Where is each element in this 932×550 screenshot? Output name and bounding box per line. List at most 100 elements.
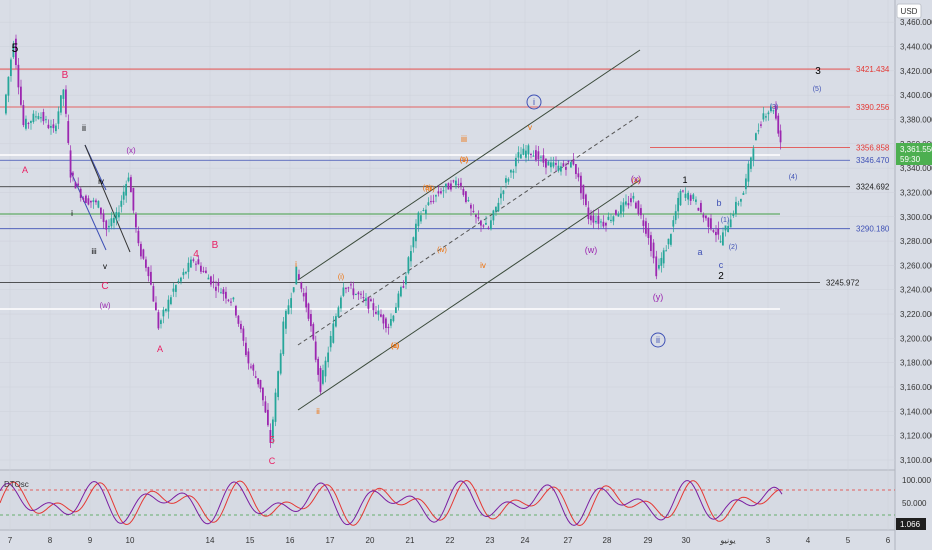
candle-body <box>650 235 652 252</box>
candle-body <box>27 123 30 125</box>
wave-label[interactable]: ii <box>82 123 86 133</box>
candle-body <box>575 164 577 175</box>
wave-label[interactable]: (iv) <box>437 247 447 254</box>
wave-label[interactable]: (3) <box>770 104 779 111</box>
wave-label[interactable]: ii <box>656 335 660 345</box>
candle-body <box>437 191 440 194</box>
channel-lower-line[interactable] <box>297 179 641 411</box>
wave-label[interactable]: (v) <box>460 157 468 164</box>
wedge-line-mid[interactable] <box>84 144 131 253</box>
time-tick-label: 29 <box>644 536 653 545</box>
wave-label[interactable]: C <box>269 456 276 466</box>
wave-label[interactable]: B <box>212 240 219 251</box>
wave-label[interactable]: (5) <box>460 157 469 164</box>
candle-body <box>74 182 77 189</box>
wave-label[interactable]: v <box>528 123 532 132</box>
time-tick-label: يونيو <box>719 536 735 545</box>
candle-body <box>580 175 582 194</box>
candle-body <box>555 163 557 165</box>
candle-body <box>22 105 25 126</box>
currency-badge[interactable] <box>896 3 922 19</box>
candle-body <box>395 307 397 314</box>
channel-upper-line[interactable] <box>297 49 641 281</box>
price-axis[interactable]: 3,460.000 3,440.000 3,420.000 3,400.000 3,38… <box>900 18 932 465</box>
candle-body <box>155 302 157 311</box>
wave-label[interactable]: (a) <box>391 343 400 350</box>
wave-label[interactable]: (y) <box>653 292 664 302</box>
candle-body <box>630 198 632 203</box>
wave-label[interactable]: A <box>22 165 28 175</box>
candle-body <box>710 218 712 230</box>
wave-label[interactable]: (5) <box>813 86 822 93</box>
wave-label[interactable]: (4) <box>789 174 798 181</box>
candle-body <box>267 409 269 426</box>
candle-body <box>407 257 410 274</box>
wave-label[interactable]: i <box>533 97 535 107</box>
candle-body <box>672 220 675 227</box>
candle-body <box>757 130 760 132</box>
price-tick-label: 3,340.000 <box>900 164 932 173</box>
candle-body <box>67 121 70 143</box>
price-tick-label: 3,400.000 <box>900 91 932 100</box>
candle-body <box>560 166 562 172</box>
candle-body <box>665 250 667 252</box>
time-axis[interactable]: 7 8 9 10 14 15 16 17 20 21 22 23 24 27 28 29 30 يونيو 3 4 5 6 <box>8 536 891 545</box>
wave-label[interactable]: (1) <box>721 217 730 224</box>
wave-label[interactable]: iii <box>461 134 467 144</box>
wave-label[interactable]: 1 <box>682 175 687 185</box>
wave-label[interactable]: 5 <box>269 435 275 446</box>
candlesticks[interactable] <box>5 34 782 448</box>
wave-label[interactable]: (iii) <box>425 186 434 193</box>
wave-label[interactable]: 4 <box>193 249 199 260</box>
wave-label[interactable]: v <box>103 262 107 271</box>
candle-body <box>425 209 427 215</box>
wave-label[interactable]: 5 <box>12 41 19 55</box>
time-tick-label: 21 <box>406 536 415 545</box>
wave-label[interactable]: c <box>719 260 724 270</box>
candle-body <box>717 228 720 235</box>
candle-body <box>430 201 432 203</box>
candle-body <box>85 195 87 204</box>
wave-label[interactable]: (2) <box>729 244 738 251</box>
wave-label[interactable]: (x) <box>126 146 136 155</box>
candle-body <box>627 203 630 206</box>
wave-label[interactable]: 3 <box>815 66 821 77</box>
wave-label[interactable]: A <box>157 344 163 354</box>
candle-body <box>147 267 150 277</box>
candle-body <box>382 314 385 324</box>
candle-body <box>705 215 707 219</box>
wave-label[interactable]: (3) <box>423 185 432 192</box>
candle-body <box>197 259 200 265</box>
wave-label[interactable]: (x) <box>631 174 642 184</box>
wave-label[interactable]: B <box>62 70 69 81</box>
candle-body <box>329 335 332 348</box>
wave-label[interactable]: i <box>295 260 297 269</box>
wave-label[interactable]: iii <box>91 247 97 256</box>
wave-label[interactable]: iv <box>480 261 486 270</box>
wave-label[interactable]: ii <box>316 407 320 416</box>
candle-body <box>432 200 435 202</box>
wave-label[interactable]: b <box>716 198 721 208</box>
wave-label[interactable]: (x) <box>632 178 640 185</box>
candle-body <box>750 157 752 169</box>
candle-body <box>702 214 705 218</box>
candle-body <box>392 315 395 322</box>
wave-label[interactable]: (w) <box>585 245 598 255</box>
candle-body <box>285 310 287 329</box>
candle-body <box>600 221 602 223</box>
candle-body <box>770 106 772 112</box>
wave-label[interactable]: 2 <box>718 271 724 282</box>
wave-label[interactable]: (ii) <box>391 343 399 350</box>
wave-label[interactable]: (i) <box>338 274 344 281</box>
wave-label[interactable]: i <box>71 209 73 218</box>
time-tick-label: 20 <box>366 536 375 545</box>
wave-label[interactable]: C <box>101 281 108 292</box>
wave-label[interactable]: (w) <box>99 301 110 310</box>
candle-body <box>712 230 715 232</box>
channel-mid-line[interactable] <box>297 114 641 346</box>
wave-label[interactable]: a <box>697 247 702 257</box>
wave-label[interactable]: iv <box>98 177 104 186</box>
candle-body <box>102 213 105 223</box>
